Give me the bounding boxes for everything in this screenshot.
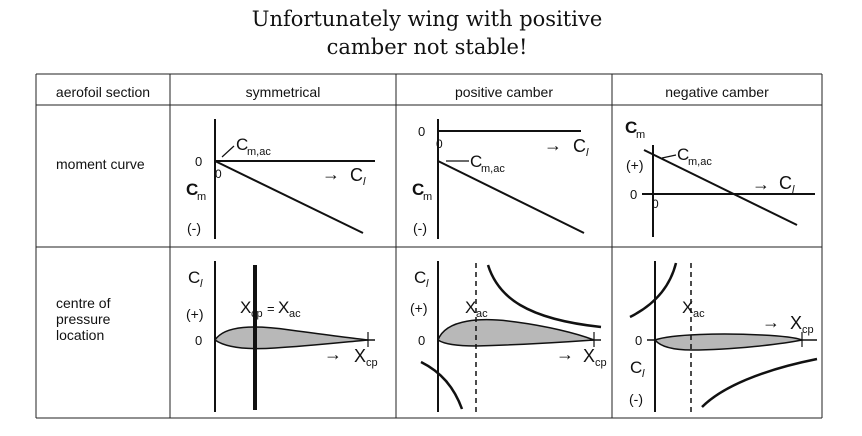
xcp-axis-label: X (583, 346, 595, 366)
xac-label: X (682, 298, 693, 317)
airfoil-shape (653, 333, 805, 351)
minus-label: (-) (629, 391, 643, 407)
cl-axis-sub: l (426, 278, 429, 290)
cmac-sub: m,ac (481, 163, 505, 175)
row-label-cp-line-3: location (56, 327, 105, 343)
zero-label: 0 (418, 333, 425, 348)
xcp-axis-label: X (790, 313, 802, 333)
cm-sub: m (197, 191, 206, 203)
cmac-sub: m,ac (247, 146, 271, 158)
arrow-label: → (544, 135, 562, 155)
cl-axis-label: C (188, 268, 200, 287)
arrow-label: → (752, 174, 770, 194)
cmac-label: C (236, 135, 248, 154)
cl-label: C (573, 136, 586, 156)
cm-sub: m (636, 129, 645, 141)
airfoil-shape (213, 326, 369, 350)
cmac-label: C (677, 145, 689, 164)
xac-sub: ac (476, 308, 488, 320)
cp-curve-lower (701, 357, 818, 408)
cl-label: C (350, 165, 363, 185)
origin-label: 0 (652, 197, 659, 211)
xac-label: X (465, 298, 476, 317)
zero-label: 0 (195, 154, 202, 169)
cl-sub: l (586, 147, 589, 159)
cl-axis-sub: l (200, 278, 203, 290)
minus-label: (-) (413, 220, 427, 236)
xcp-axis-label: X (354, 346, 366, 366)
row-label-cp-line-1: centre of (56, 295, 111, 311)
cp-curve-upper (486, 264, 602, 329)
header-positive-camber: positive camber (454, 84, 554, 100)
cp-location-symmetrical: C l (+) 0 X cp = X ac → X cp (186, 261, 378, 412)
origin-label: 0 (215, 167, 222, 181)
xac-sub: ac (693, 308, 705, 320)
cl-sub: l (363, 176, 366, 188)
equals-label: = (267, 301, 275, 316)
header-negative-camber: negative camber (665, 84, 769, 100)
moment-curve-positive-camber: 0 0 C m,ac C m (-) → C l (412, 119, 589, 239)
cl-axis-label: C (630, 358, 642, 377)
xcp-sub: cp (251, 308, 263, 320)
arrow-label: → (322, 164, 340, 184)
cp-curve-upper (629, 262, 678, 319)
xcp-label: X (240, 298, 251, 317)
zero-label: 0 (418, 124, 425, 139)
plus-label: (+) (626, 157, 644, 173)
row-label-cp-line-2: pressure (56, 311, 111, 327)
minus-label: (-) (187, 220, 201, 236)
title-line-1: Unfortunately wing with positive (251, 7, 603, 31)
xcp-axis-sub: cp (366, 357, 378, 369)
arrow-label: → (556, 344, 574, 364)
cl-axis-label: C (414, 268, 426, 287)
zero-label: 0 (195, 333, 202, 348)
cm-label: C (625, 118, 637, 137)
cmac-label: C (470, 152, 482, 171)
cm-label: C (186, 180, 198, 199)
cm-sub: m (423, 191, 432, 203)
header-symmetrical: symmetrical (245, 84, 321, 100)
xac-label: X (278, 298, 289, 317)
cl-axis-sub: l (642, 368, 645, 380)
zero-label: 0 (635, 333, 642, 348)
arrow-label: → (324, 344, 342, 364)
zero-label: 0 (630, 187, 637, 202)
cl-sub: l (792, 184, 795, 196)
header-aerofoil-section: aerofoil section (55, 84, 151, 100)
title-line-2: camber not stable! (326, 35, 528, 59)
xac-sub: ac (289, 308, 301, 320)
cp-location-positive-camber: C l (+) 0 X ac → X cp (410, 261, 607, 412)
plus-label: (+) (186, 306, 204, 322)
plus-label: (+) (410, 300, 428, 316)
cmac-sub: m,ac (688, 156, 712, 168)
moment-curve-symmetrical: 0 0 C m,ac C m (-) → C l (186, 119, 375, 239)
cp-curve-lower (420, 360, 464, 410)
moment-curve-negative-camber: C m C m,ac (+) 0 0 → C l (625, 118, 815, 237)
xcp-axis-sub: cp (595, 357, 607, 369)
arrow-label: → (762, 312, 780, 332)
cm-label: C (412, 180, 424, 199)
row-label-moment-curve: moment curve (56, 156, 145, 172)
origin-label: 0 (436, 137, 443, 151)
xcp-axis-sub: cp (802, 324, 814, 336)
cp-location-negative-camber: X ac → X cp 0 C l (-) (629, 261, 818, 412)
cl-label: C (779, 173, 792, 193)
